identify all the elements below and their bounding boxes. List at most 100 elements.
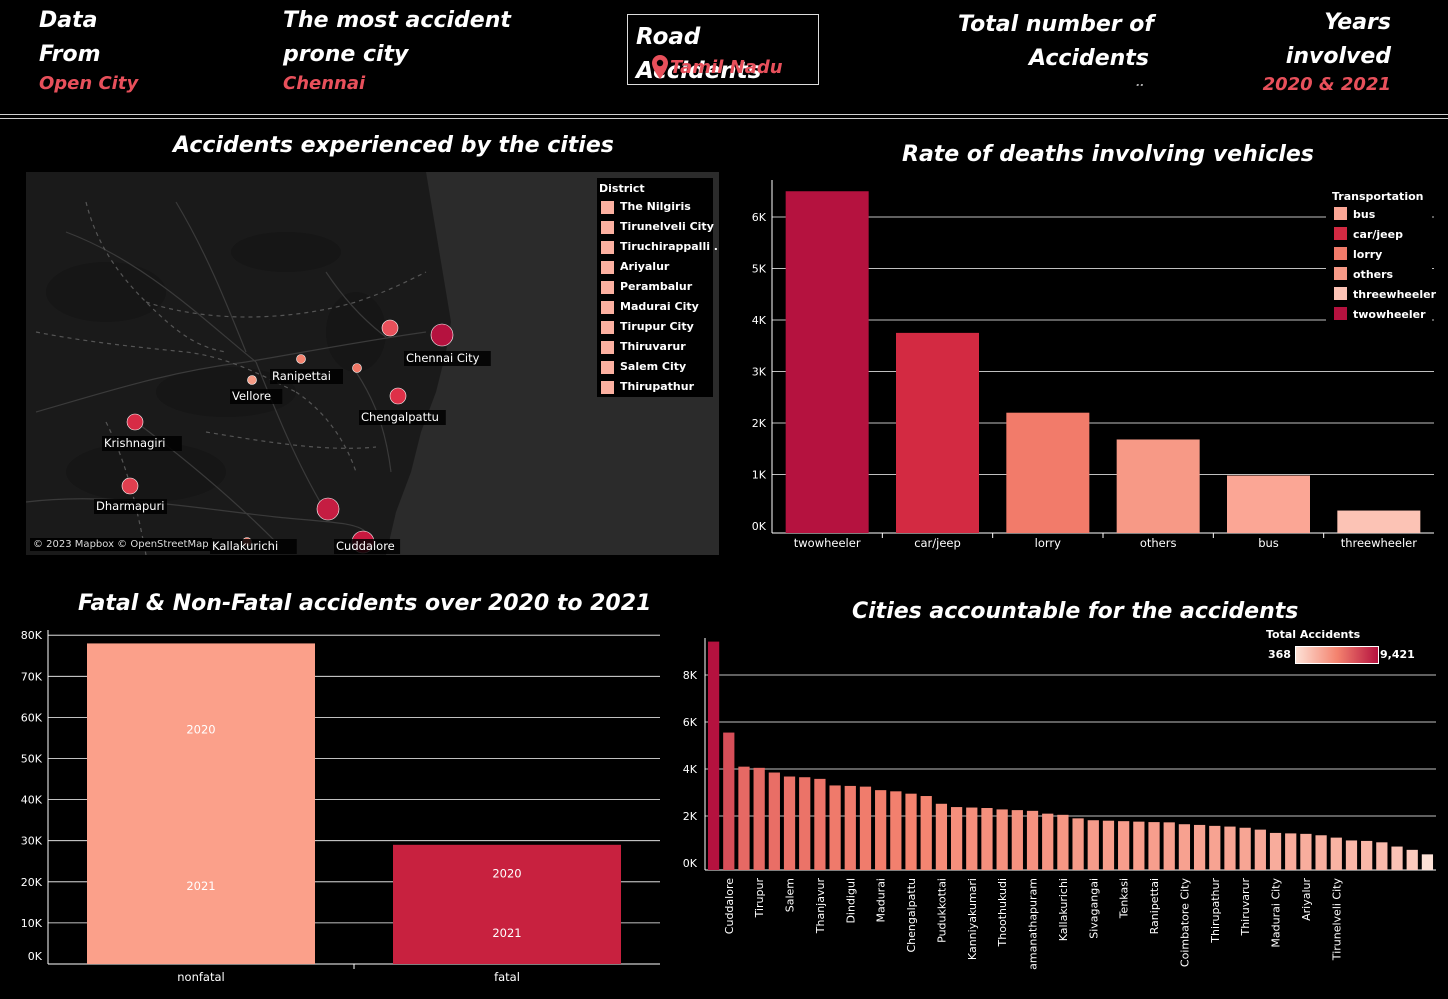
city-bar[interactable] — [1102, 820, 1115, 870]
city-marker[interactable] — [247, 375, 257, 385]
fatal-bar[interactable] — [393, 844, 621, 964]
y-tick-label: 20K — [21, 876, 43, 889]
city-bar[interactable] — [875, 790, 887, 870]
city-bar[interactable] — [1148, 822, 1160, 870]
city-bar[interactable] — [1345, 840, 1358, 870]
city-bar[interactable] — [768, 772, 780, 870]
city-bar[interactable] — [1193, 824, 1206, 870]
city-bar[interactable] — [783, 776, 796, 870]
y-tick-label: 1K — [752, 469, 767, 482]
legend-label: Perambalur — [620, 280, 693, 293]
city-bar[interactable] — [1315, 835, 1327, 870]
city-bar[interactable] — [981, 808, 993, 870]
vehicle-deaths-chart: 0K 1K 2K 3K 4K 5K 6K twowheeler car/jeep lorry oth… — [752, 180, 1437, 550]
legend-label[interactable]: others — [1353, 268, 1394, 281]
city-bar[interactable] — [1209, 825, 1221, 870]
y-tick-label: 4K — [683, 763, 698, 776]
legend-swatch — [1334, 287, 1347, 300]
title-box: Road Accidents Tamil Nadu — [627, 14, 819, 85]
city-marker[interactable] — [381, 319, 399, 337]
legend-label[interactable]: twowheeler — [1353, 308, 1426, 321]
city-bar[interactable] — [935, 803, 948, 870]
vehicle-bar[interactable] — [785, 191, 869, 533]
city-bar[interactable] — [950, 807, 963, 870]
city-bar[interactable] — [996, 809, 1008, 870]
legend-swatch — [601, 201, 614, 214]
city-bar[interactable] — [1224, 826, 1236, 870]
x-tick-label: others — [1140, 536, 1177, 550]
city-label: Ranipettai — [272, 369, 331, 383]
city-bar[interactable] — [1361, 840, 1373, 870]
region-value: Tamil Nadu — [670, 57, 783, 78]
data-from-label-1: Data — [39, 8, 98, 33]
city-bar[interactable] — [1300, 833, 1312, 870]
city-marker[interactable] — [430, 323, 454, 347]
vehicle-bar[interactable] — [1227, 475, 1310, 533]
city-bar[interactable] — [829, 785, 841, 870]
city-bar[interactable] — [753, 767, 765, 870]
city-label-bg — [359, 410, 446, 425]
vehicle-bar[interactable] — [1006, 412, 1090, 533]
city-label: Chennai City — [406, 351, 480, 365]
vehicle-bar[interactable] — [1337, 510, 1421, 533]
city-bar[interactable] — [1042, 813, 1054, 870]
legend-label[interactable]: threewheeler — [1353, 288, 1437, 301]
city-bar[interactable] — [966, 807, 978, 870]
city-bar[interactable] — [1133, 821, 1145, 870]
city-bar[interactable] — [738, 766, 750, 870]
city-bar[interactable] — [1026, 810, 1039, 870]
city-bar[interactable] — [1330, 837, 1342, 870]
fatal-nonfatal-chart: 0K 10K 20K 30K 40K 50K 60K 70K 80K 2020 2021 nonfat… — [21, 629, 660, 984]
city-bar[interactable] — [859, 786, 872, 870]
city-label-bg — [94, 499, 167, 514]
city-bar[interactable] — [1269, 832, 1282, 870]
city-bar[interactable] — [799, 777, 811, 870]
city-bar[interactable] — [890, 791, 902, 870]
city-bar[interactable] — [920, 796, 932, 870]
city-bar[interactable] — [1239, 827, 1251, 870]
city-bar[interactable] — [1087, 820, 1099, 870]
y-tick-label: 10K — [21, 917, 43, 930]
city-bar[interactable] — [1057, 814, 1069, 870]
city-marker[interactable] — [296, 354, 306, 364]
city-bar[interactable] — [814, 778, 826, 870]
city-bar[interactable] — [844, 785, 856, 870]
legend-label: Tirunelveli City — [620, 220, 714, 233]
data-source-value: Open City — [39, 73, 139, 94]
city-marker[interactable] — [352, 363, 362, 373]
city-marker[interactable] — [316, 497, 340, 521]
city-marker[interactable] — [121, 477, 139, 495]
total-accidents-label-2: Accidents — [1029, 46, 1149, 71]
x-tick-label: Salem — [784, 878, 797, 912]
city-label-bg — [210, 539, 297, 554]
legend-label[interactable]: car/jeep — [1353, 228, 1403, 241]
city-label: Krishnagiri — [104, 436, 166, 450]
city-bar[interactable] — [1011, 810, 1023, 870]
city-bar[interactable] — [1406, 849, 1418, 870]
city-bar[interactable] — [707, 641, 720, 870]
city-bar[interactable] — [723, 732, 735, 870]
segment-label: 2021 — [492, 926, 521, 940]
legend-label[interactable]: lorry — [1353, 248, 1382, 261]
city-marker[interactable] — [389, 387, 407, 405]
x-tick-label: Kanniyakumari — [966, 878, 979, 960]
legend-label[interactable]: bus — [1353, 208, 1376, 221]
map-panel[interactable]: Chennai City Ranipettai Vellore Chengalpatt… — [26, 172, 719, 555]
city-bar[interactable] — [1376, 842, 1388, 870]
vehicle-bar[interactable] — [896, 332, 979, 533]
city-bar[interactable] — [1254, 829, 1266, 870]
vehicle-bar[interactable] — [1116, 439, 1200, 533]
city-bar[interactable] — [1072, 818, 1084, 870]
city-bar[interactable] — [1178, 824, 1191, 870]
city-marker[interactable] — [126, 413, 144, 431]
city-bar[interactable] — [1163, 822, 1175, 870]
city-bar[interactable] — [1421, 854, 1434, 870]
x-tick-label: Tirunelveli City — [1330, 878, 1343, 962]
city-label-bg — [334, 539, 401, 554]
y-tick-label: 6K — [752, 211, 767, 224]
city-bar[interactable] — [905, 793, 917, 870]
city-bar[interactable] — [1391, 846, 1403, 870]
city-bar[interactable] — [1118, 821, 1130, 870]
fatal-bar[interactable] — [87, 643, 315, 964]
city-bar[interactable] — [1285, 833, 1297, 870]
